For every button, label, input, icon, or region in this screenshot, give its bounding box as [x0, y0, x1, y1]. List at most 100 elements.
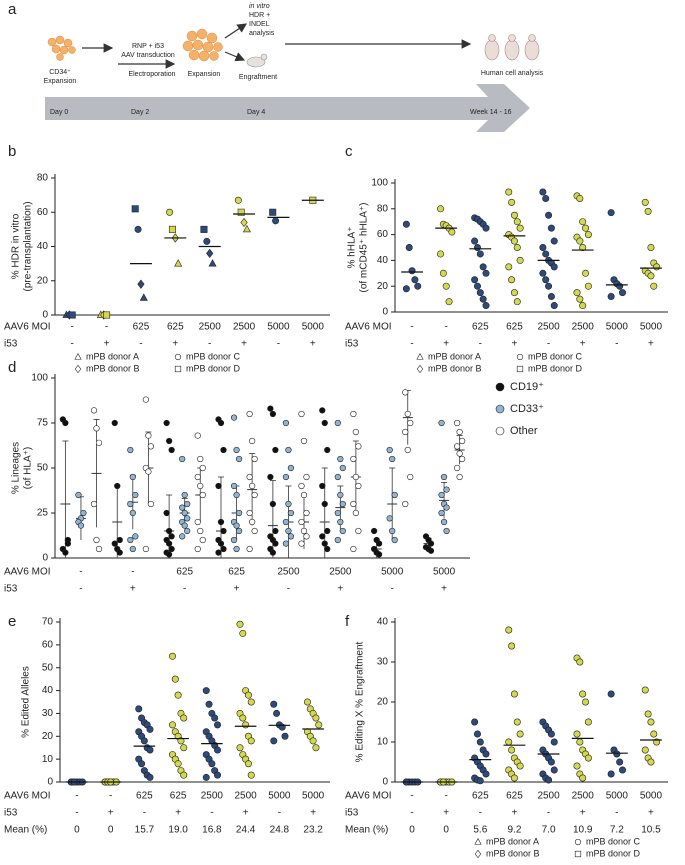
x-tick-label: 625 [167, 322, 184, 333]
point [584, 718, 592, 726]
point [350, 545, 357, 553]
point [324, 527, 331, 535]
x-tick-label: 5000 [268, 791, 291, 802]
row-value: + [234, 584, 240, 595]
x-tick-label: - [131, 567, 134, 578]
point [616, 758, 624, 766]
point [436, 205, 444, 213]
point [127, 446, 134, 454]
point [230, 536, 238, 544]
point [376, 540, 383, 547]
legend-label: Other [510, 425, 538, 437]
point [644, 710, 652, 718]
point [616, 282, 624, 290]
point [454, 464, 461, 472]
point [208, 259, 217, 267]
x-tick-label: 5000 [267, 322, 290, 333]
legend-label: mPB donor D [586, 848, 641, 858]
point [355, 443, 362, 450]
point [174, 691, 182, 699]
point [315, 721, 323, 729]
point [251, 455, 258, 463]
point [205, 700, 213, 708]
point [476, 289, 484, 297]
point [473, 730, 481, 738]
row-value: - [79, 584, 82, 595]
point [181, 491, 188, 499]
point [550, 263, 558, 271]
point [407, 419, 414, 427]
point [134, 225, 142, 233]
step-label: RNP + i53 [132, 43, 164, 50]
y-tick-label: 10 [42, 754, 54, 765]
point [116, 536, 123, 544]
point [145, 468, 152, 475]
point [267, 405, 274, 412]
point [235, 527, 243, 535]
point [220, 446, 227, 454]
point [171, 675, 179, 683]
point [270, 737, 278, 745]
point [473, 244, 481, 252]
point [147, 443, 154, 450]
timeline-label: Day 4 [247, 109, 265, 116]
point [282, 473, 290, 481]
y-tick-label: 10 [377, 737, 389, 748]
point [179, 504, 186, 511]
point [214, 771, 222, 779]
point [402, 285, 410, 293]
step-label: HDR + [249, 12, 270, 19]
point [179, 533, 186, 540]
point [443, 486, 450, 493]
point [287, 509, 295, 517]
x-tick-label: 2500 [233, 322, 256, 333]
point [272, 446, 279, 454]
point [513, 244, 521, 252]
point [230, 482, 238, 490]
y-tick-label: 80 [37, 173, 49, 184]
point [339, 527, 346, 535]
point [132, 533, 139, 540]
point [550, 302, 558, 310]
row-value: + [243, 808, 249, 819]
point [573, 289, 581, 297]
row-value: + [337, 584, 343, 595]
point [184, 527, 191, 535]
row-value: - [139, 339, 142, 350]
point [233, 491, 240, 499]
row-value: + [241, 339, 247, 350]
point [147, 500, 154, 508]
row-value: - [208, 339, 211, 350]
row-value: - [547, 339, 550, 350]
point [513, 718, 521, 726]
legend-marker [416, 353, 424, 360]
point [239, 714, 247, 722]
legend-marker [516, 365, 524, 373]
point [300, 491, 308, 499]
point [482, 224, 490, 232]
point [576, 295, 584, 303]
point [352, 509, 359, 517]
point [312, 744, 320, 752]
x-tick-label: 2500 [201, 791, 224, 802]
point [405, 244, 413, 252]
y-axis-label: (pre-transplantation) [23, 201, 34, 291]
y-tick-label: 50 [42, 662, 54, 673]
point [402, 428, 409, 436]
point [542, 194, 550, 202]
point [90, 500, 98, 508]
point [285, 500, 292, 508]
row-value: + [648, 339, 654, 350]
row-value: 0 [409, 825, 415, 836]
point [579, 218, 587, 226]
row-value: - [410, 808, 413, 819]
point [202, 687, 210, 695]
point [168, 446, 175, 454]
row-value: + [108, 808, 114, 819]
point [459, 455, 466, 463]
x-tick-label: - [75, 791, 78, 802]
y-tick-label: 0 [382, 307, 388, 318]
point [197, 527, 204, 535]
point [647, 718, 655, 726]
